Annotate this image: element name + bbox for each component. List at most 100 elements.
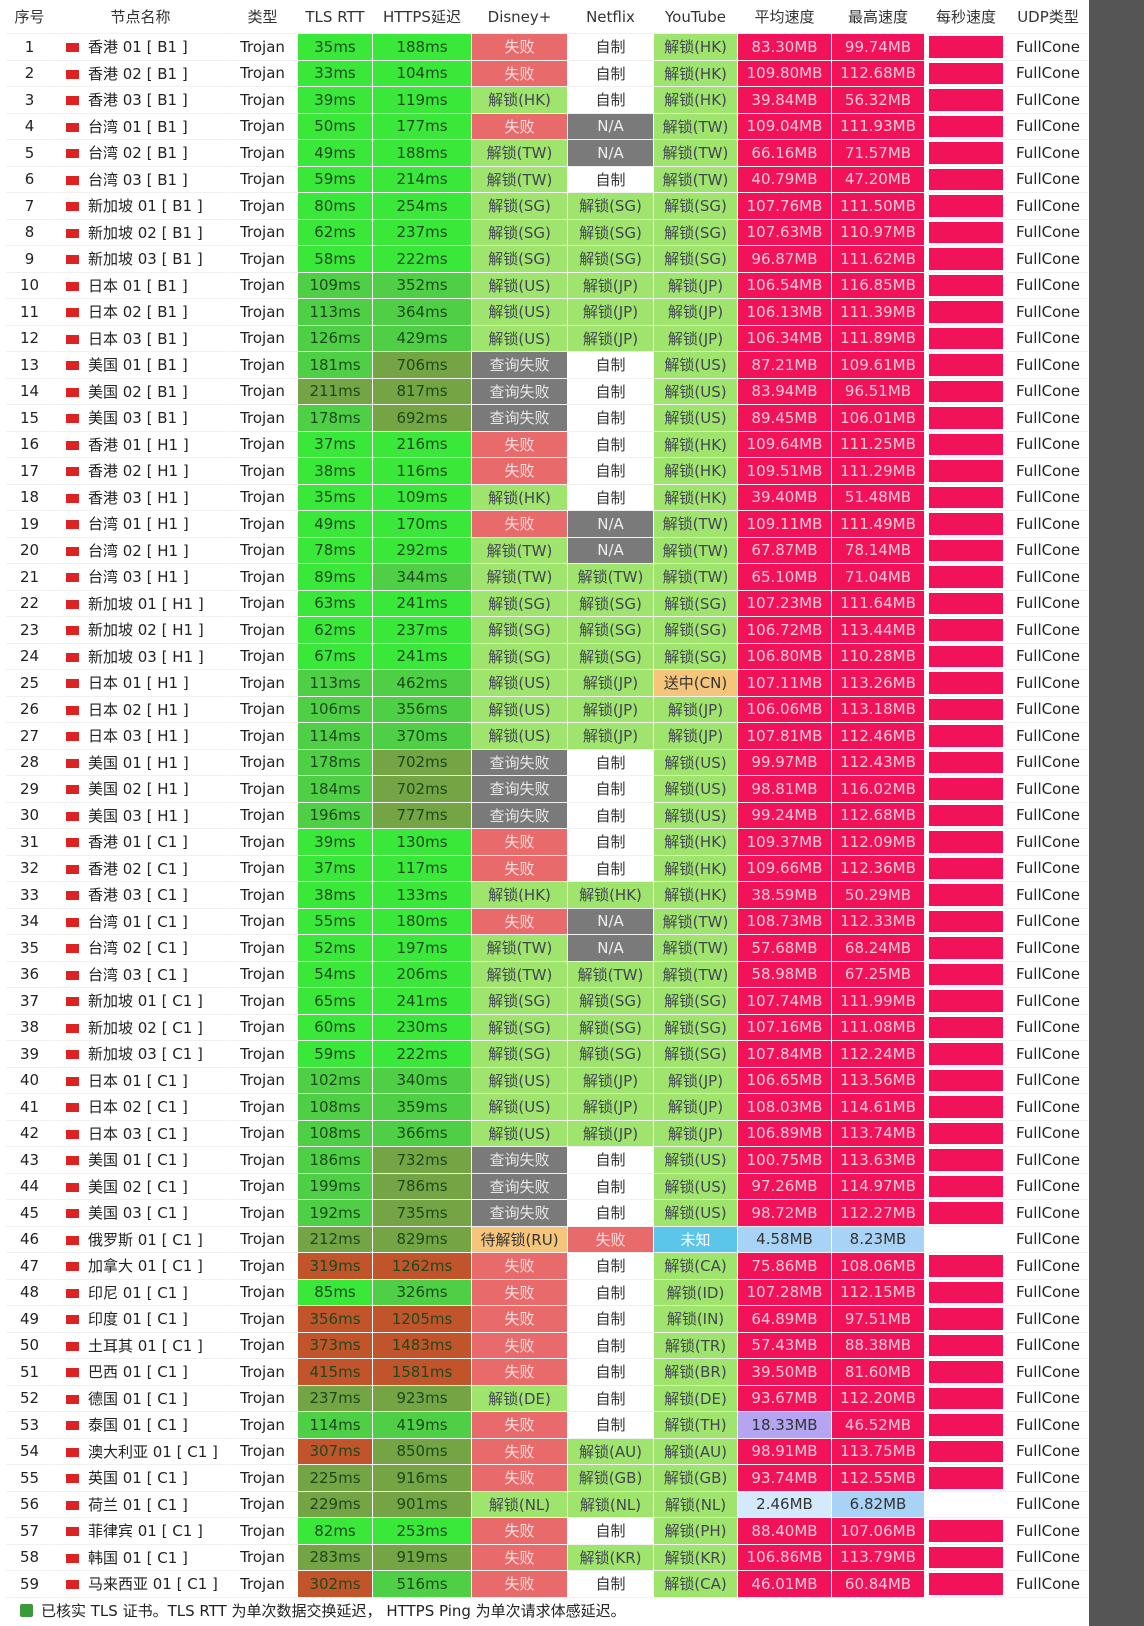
udp-type: FullCone [1008,140,1088,167]
https-latency: 919ms [373,1544,471,1571]
udp-type: FullCone [1008,1386,1088,1412]
flag-icon [66,838,79,847]
node-name: 马来西亚 01 [ C1 ] [54,1571,227,1598]
avg-speed: 109.66MB [738,855,831,882]
tls-rtt: 225ms [298,1465,372,1492]
flag-icon [66,1341,79,1351]
flag-icon [66,255,79,264]
speed-sparkline [929,725,1003,747]
node-type: Trojan [228,1041,297,1068]
netflix: 解锁(JP) [568,1067,653,1094]
netflix: 解锁(GB) [568,1465,653,1492]
node-type: Trojan [228,1359,297,1386]
netflix: 解锁(HK) [568,882,653,909]
flag-icon [66,679,79,688]
https-latency: 1581ms [373,1359,471,1386]
max-speed: 88.38MB [832,1332,924,1359]
speed-graph [925,1121,1007,1147]
node-type: Trojan [228,87,297,114]
max-speed: 111.62MB [832,246,924,273]
youtube: 解锁(US) [654,352,737,379]
max-speed: 112.09MB [832,829,924,856]
avg-speed: 109.37MB [738,829,831,856]
netflix: 解锁(NL) [568,1491,653,1518]
youtube: 解锁(SG) [654,1041,737,1068]
https-latency: 1483ms [373,1332,471,1359]
netflix: N/A [568,537,653,564]
youtube: 解锁(SG) [654,617,737,644]
max-speed: 111.49MB [832,511,924,538]
row-index: 1 [6,34,53,61]
node-name: 新加坡 01 [ C1 ] [54,988,227,1015]
tls-rtt: 114ms [298,1412,372,1439]
avg-speed: 107.11MB [738,670,831,697]
netflix: 解锁(SG) [568,643,653,670]
udp-type: FullCone [1008,882,1088,909]
row-index: 32 [6,856,53,882]
https-latency: 340ms [373,1067,471,1094]
speed-sparkline [929,751,1003,773]
flag-icon [66,281,79,291]
avg-speed: 46.01MB [738,1571,831,1598]
https-latency: 901ms [373,1491,471,1518]
speed-graph [925,1253,1007,1280]
flag-icon [66,361,79,370]
avg-speed: 106.65MB [738,1067,831,1094]
tls-rtt: 35ms [298,484,372,511]
disney: 查询失败 [472,776,567,803]
node-name: 加拿大 01 [ C1 ] [54,1253,227,1280]
max-speed: 111.99MB [832,988,924,1015]
udp-type: FullCone [1008,803,1088,829]
disney: 解锁(US) [472,299,567,326]
node-type: Trojan [228,909,297,935]
udp-type: FullCone [1008,326,1088,352]
tls-rtt: 59ms [298,1041,372,1068]
udp-type: FullCone [1008,485,1088,511]
udp-type: FullCone [1008,458,1088,485]
avg-speed: 108.73MB [738,908,831,935]
tls-rtt: 37ms [298,431,372,458]
node-type: Trojan [228,935,297,962]
flag-icon [66,1580,79,1589]
flag-icon [66,520,79,529]
max-speed: 107.06MB [832,1518,924,1545]
node-type: Trojan [228,617,297,644]
udp-type: FullCone [1008,273,1088,299]
speed-graph [925,697,1007,723]
youtube: 解锁(JP) [654,723,737,750]
speed-graph [925,1492,1007,1518]
avg-speed: 39.50MB [738,1359,831,1386]
flag-icon [66,864,79,874]
speed-graph [925,988,1007,1015]
netflix: 解锁(JP) [568,696,653,723]
udp-type: FullCone [1008,1545,1088,1571]
https-latency: 326ms [373,1279,471,1306]
speed-graph [925,193,1007,220]
row-index: 36 [6,962,53,988]
speed-sparkline [929,354,1003,376]
disney: 失败 [472,1306,567,1333]
youtube: 解锁(TW) [654,140,737,167]
speed-graph [925,220,1007,246]
node-type: Trojan [228,1174,297,1200]
node-name: 日本 01 [ B1 ] [54,273,227,299]
node-name: 印尼 01 [ C1 ] [54,1280,227,1306]
node-name: 新加坡 02 [ H1 ] [54,617,227,644]
disney: 解锁(TW) [472,140,567,167]
disney: 失败 [472,1571,567,1598]
node-type: Trojan [228,485,297,511]
udp-type: FullCone [1008,511,1088,538]
udp-type: FullCone [1008,246,1088,273]
check-icon [20,1604,33,1617]
node-type: Trojan [228,697,297,723]
row-index: 4 [6,114,53,140]
youtube: 解锁(HK) [654,87,737,114]
https-latency: 429ms [373,325,471,352]
speed-graph [925,458,1007,485]
tls-rtt: 59ms [298,166,372,193]
avg-speed: 109.64MB [738,431,831,458]
avg-speed: 2.46MB [738,1491,831,1518]
disney: 失败 [472,60,567,87]
node-type: Trojan [228,1280,297,1306]
youtube: 解锁(TW) [654,908,737,935]
